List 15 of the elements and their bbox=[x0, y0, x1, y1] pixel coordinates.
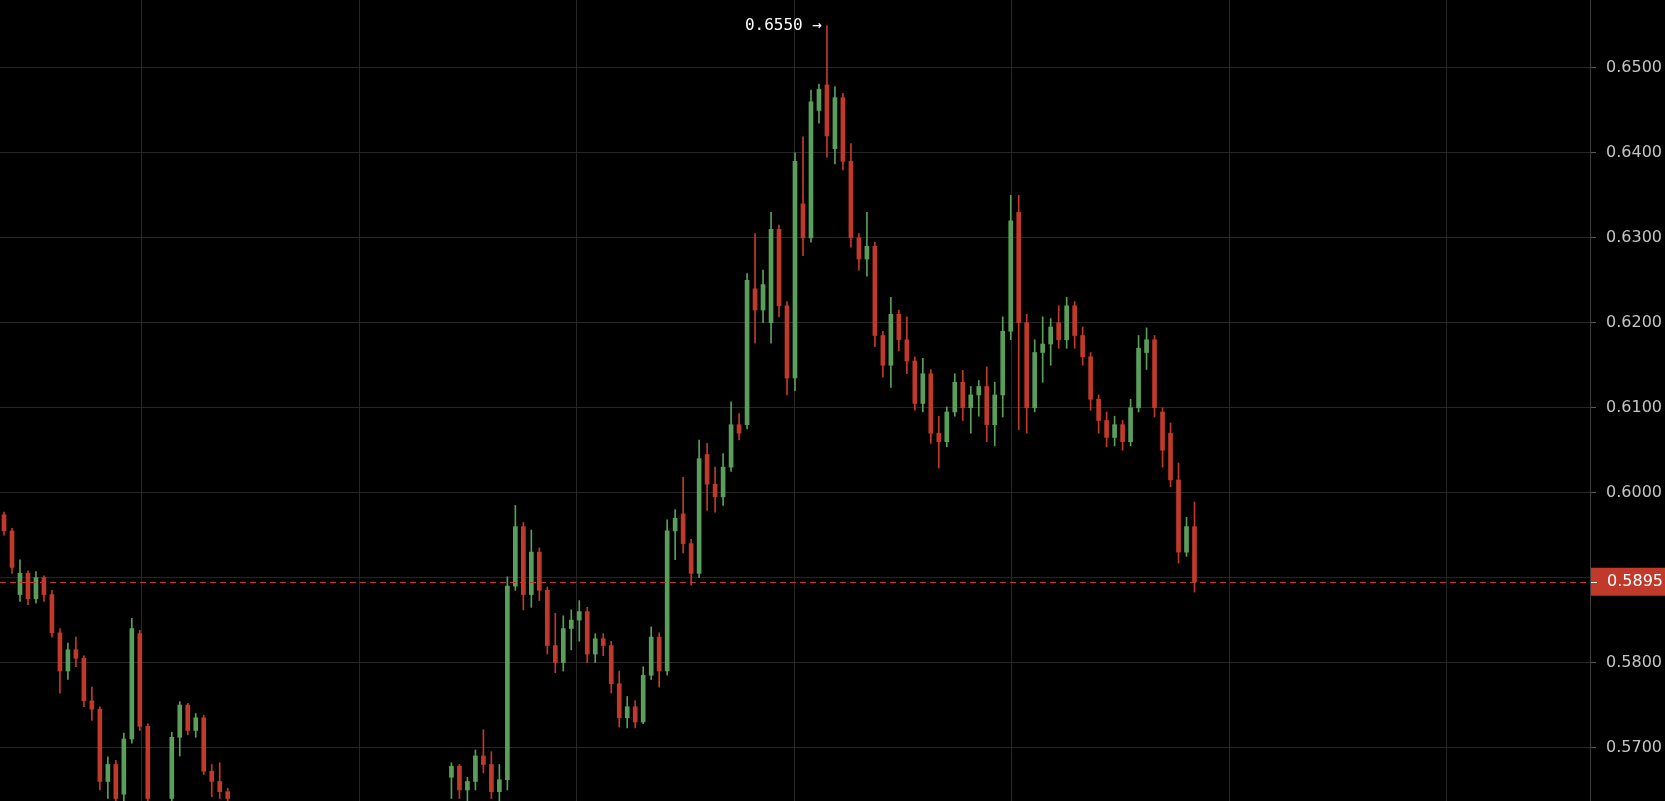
candlestick bbox=[568, 609, 574, 651]
candlestick bbox=[936, 415, 942, 469]
y-tick-label: 0.6300 bbox=[1606, 226, 1662, 246]
candlestick bbox=[576, 600, 582, 642]
y-tick-label: 0.6400 bbox=[1606, 142, 1662, 162]
ref-line-label: 0.5895 bbox=[1607, 571, 1663, 591]
candlestick bbox=[1040, 316, 1046, 383]
y-tick-label: 0.5700 bbox=[1606, 736, 1662, 756]
candlestick bbox=[976, 380, 982, 417]
y-tick-label: 0.6000 bbox=[1606, 481, 1662, 501]
y-tick-label: 0.5800 bbox=[1606, 651, 1662, 671]
y-tick-label: 0.6100 bbox=[1606, 396, 1662, 416]
y-tick-label: 0.6200 bbox=[1606, 311, 1662, 331]
y-tick-label: 0.6500 bbox=[1606, 57, 1662, 77]
annotation: 0.6550 → bbox=[744, 14, 823, 34]
